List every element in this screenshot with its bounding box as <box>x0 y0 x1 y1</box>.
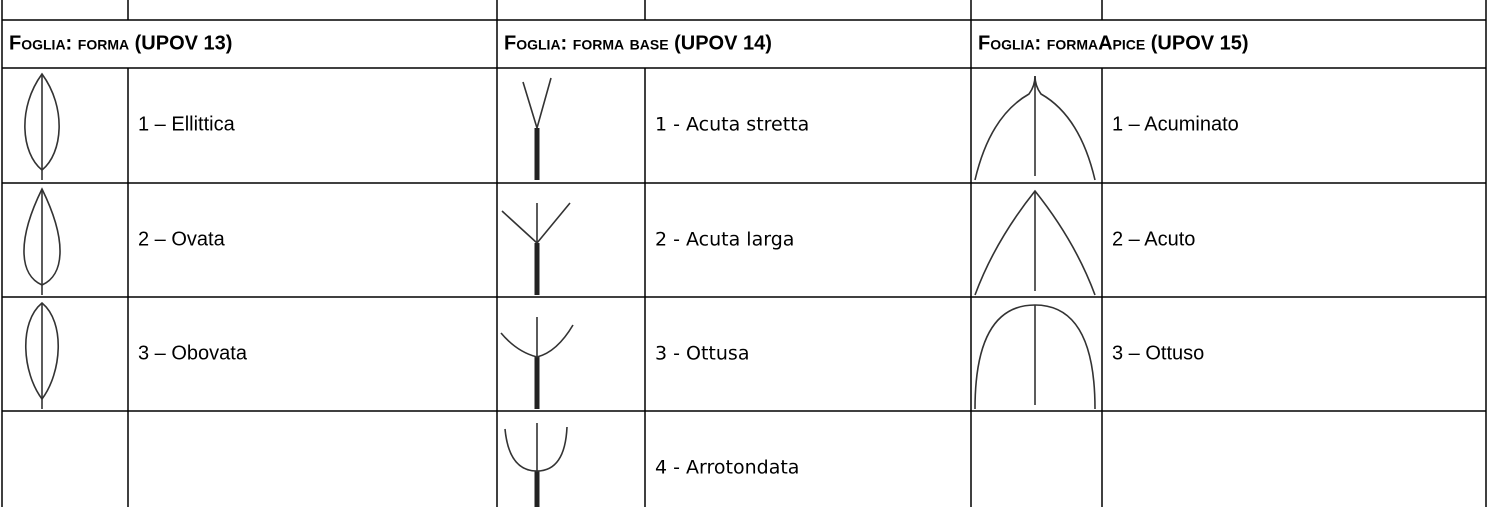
column-header: Foglia: forma base (UPOV 14) <box>504 32 772 54</box>
cell-label: 3 – Ottuso <box>1112 342 1204 364</box>
column-header: Foglia: formaApice (UPOV 15) <box>978 32 1249 54</box>
leaf-icon <box>500 317 574 358</box>
leaf-icon <box>522 77 552 129</box>
leaf-icon <box>504 423 568 472</box>
cell-label: 1 - Acuta stretta <box>655 114 809 136</box>
cell-label: 3 – Obovata <box>138 342 248 364</box>
cell-label: 2 – Acuto <box>1112 228 1195 250</box>
cell-label: 2 – Ovata <box>138 228 226 250</box>
cell-label: 1 – Acuminato <box>1112 113 1239 135</box>
cell-label: 4 - Arrotondata <box>655 457 799 479</box>
cell-label: 3 - Ottusa <box>655 343 749 365</box>
cell-label: 1 – Ellittica <box>138 113 236 135</box>
cell-label: 2 - Acuta larga <box>655 229 794 251</box>
column-header: Foglia: forma (UPOV 13) <box>9 32 232 54</box>
leaf-icon <box>501 202 571 244</box>
